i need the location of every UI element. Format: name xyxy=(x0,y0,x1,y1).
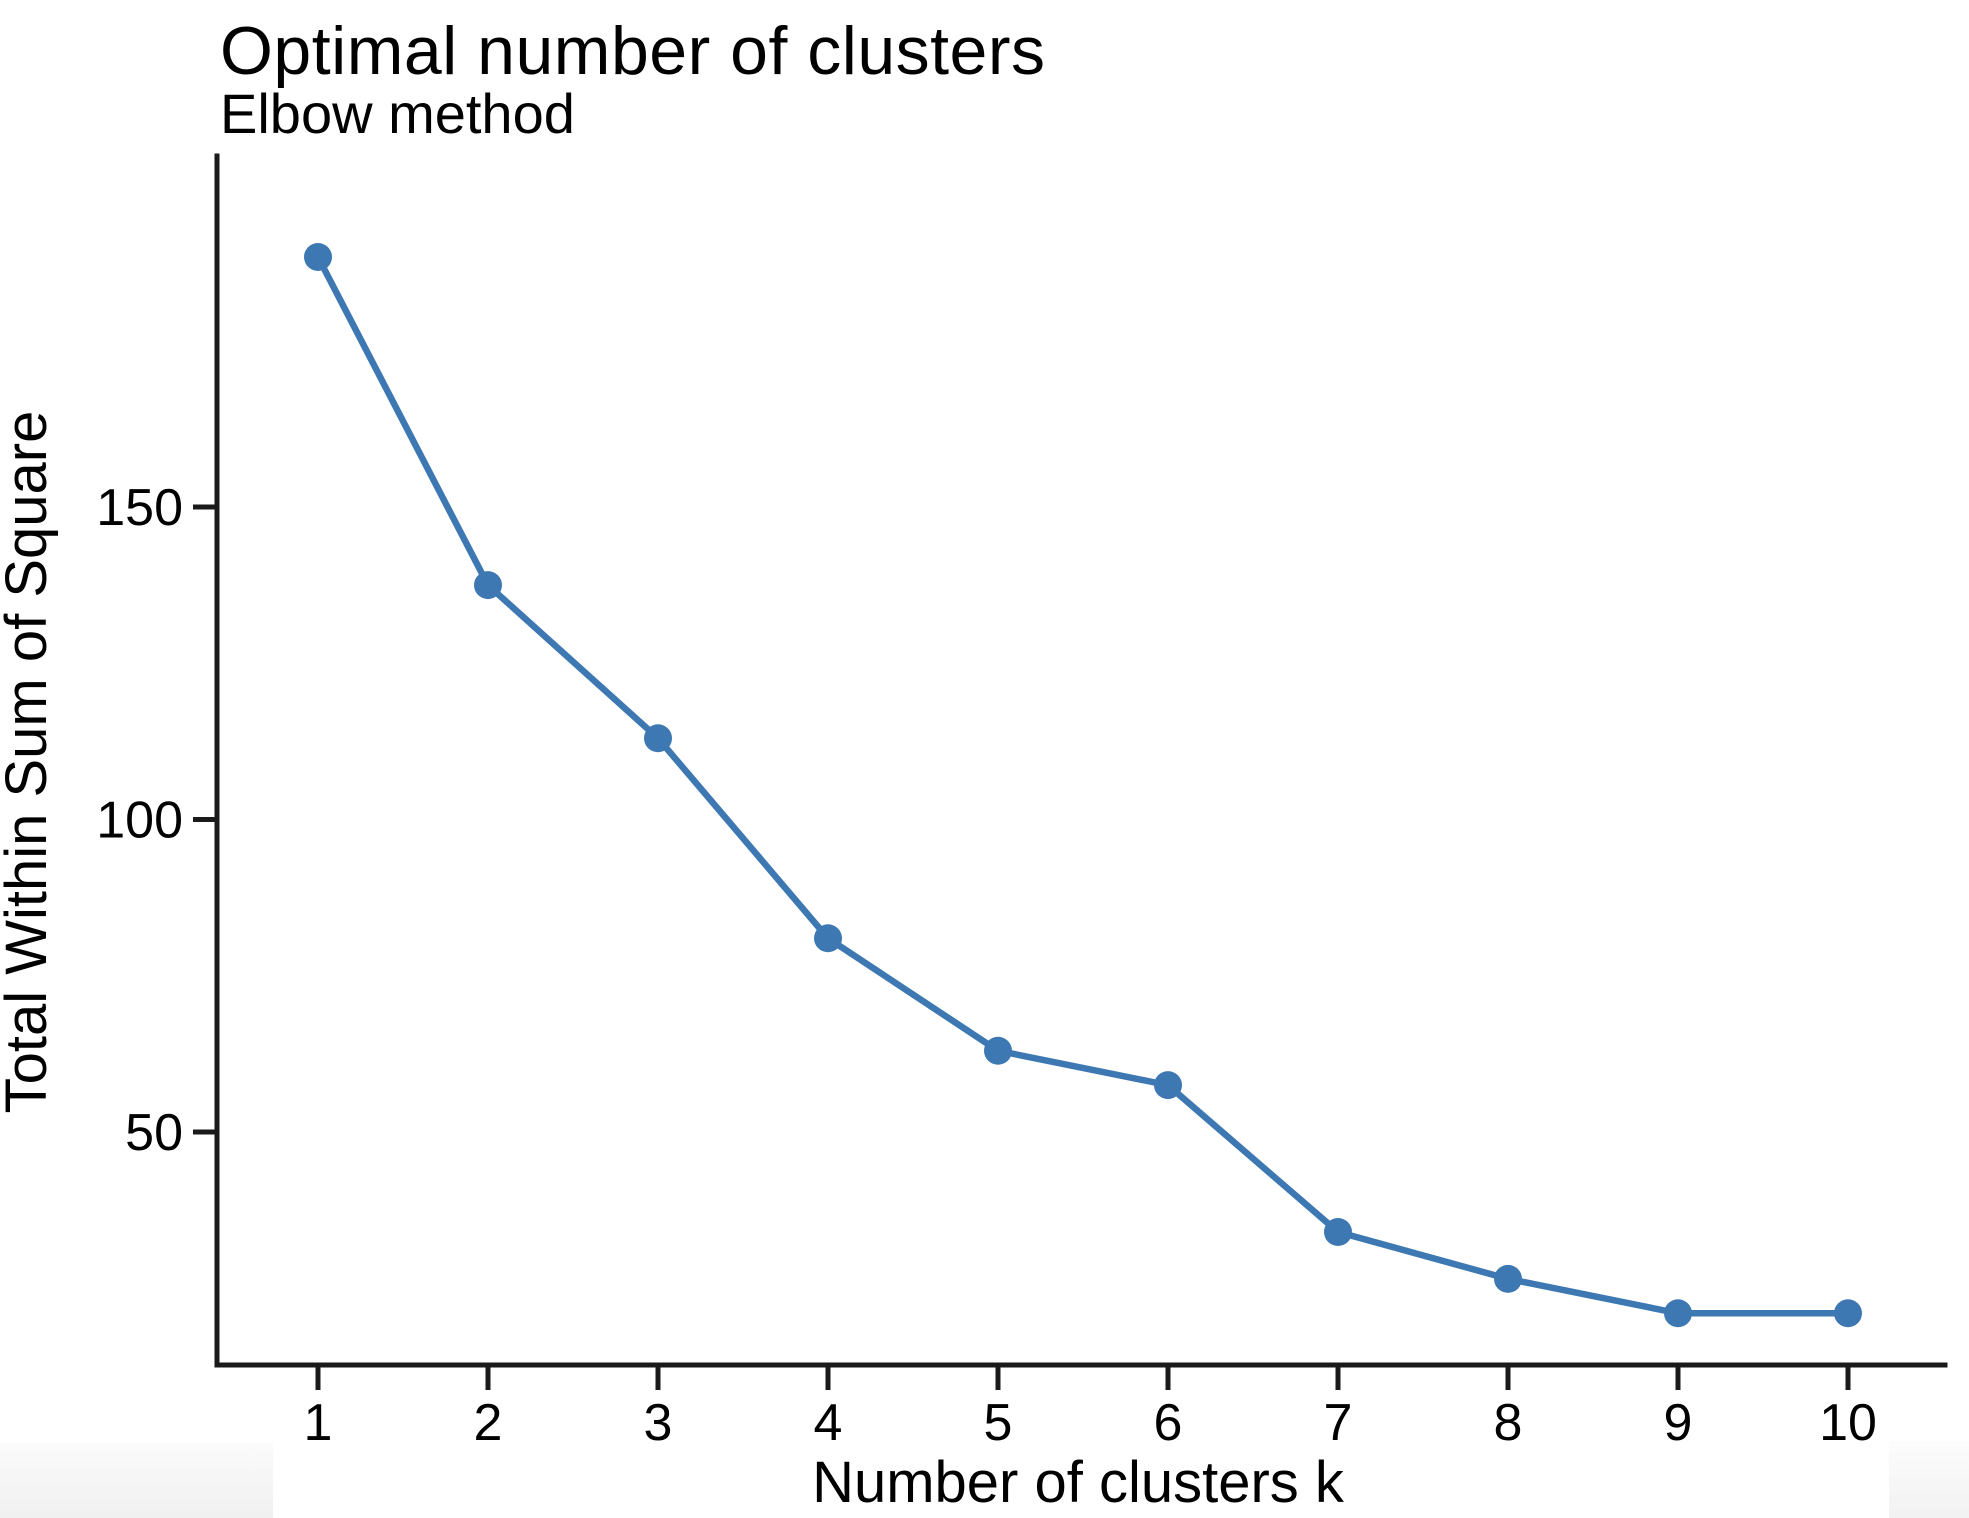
y-axis-ticks: 50 100 150 xyxy=(96,479,215,1162)
data-point-k8 xyxy=(1494,1264,1522,1293)
data-point-k10 xyxy=(1834,1299,1862,1328)
data-point-k3 xyxy=(644,724,672,753)
y-tick-label-50: 50 xyxy=(125,1104,183,1162)
data-point-k5 xyxy=(984,1036,1012,1065)
x-tick-label-2: 2 xyxy=(474,1394,503,1452)
x-tick-label-5: 5 xyxy=(984,1394,1013,1452)
x-tick-label-7: 7 xyxy=(1324,1394,1353,1452)
x-tick-label-9: 9 xyxy=(1664,1394,1693,1452)
data-point-k2 xyxy=(474,571,502,600)
x-tick-label-8: 8 xyxy=(1494,1394,1523,1452)
x-tick-label-4: 4 xyxy=(814,1394,843,1452)
chart-subtitle: Elbow method xyxy=(220,82,575,145)
x-tick-label-3: 3 xyxy=(644,1394,673,1452)
data-point-k9 xyxy=(1664,1299,1692,1328)
series-line xyxy=(314,253,1852,1317)
data-point-k6 xyxy=(1154,1071,1182,1100)
data-point-k7 xyxy=(1324,1218,1352,1246)
x-tick-label-10: 10 xyxy=(1819,1394,1877,1452)
series-points xyxy=(304,243,1862,1328)
x-axis-title: Number of clusters k xyxy=(812,1450,1345,1515)
y-tick-label-150: 150 xyxy=(96,479,183,537)
data-point-k1 xyxy=(304,243,332,271)
x-tick-label-1: 1 xyxy=(304,1394,333,1452)
x-axis-ticks: 1 2 3 4 5 6 7 8 9 10 xyxy=(304,1367,1877,1452)
x-tick-label-6: 6 xyxy=(1154,1394,1183,1452)
y-tick-label-100: 100 xyxy=(96,792,183,850)
chart-title: Optimal number of clusters xyxy=(220,13,1046,89)
y-axis-title: Total Within Sum of Square xyxy=(0,411,59,1114)
data-point-k4 xyxy=(814,924,842,953)
